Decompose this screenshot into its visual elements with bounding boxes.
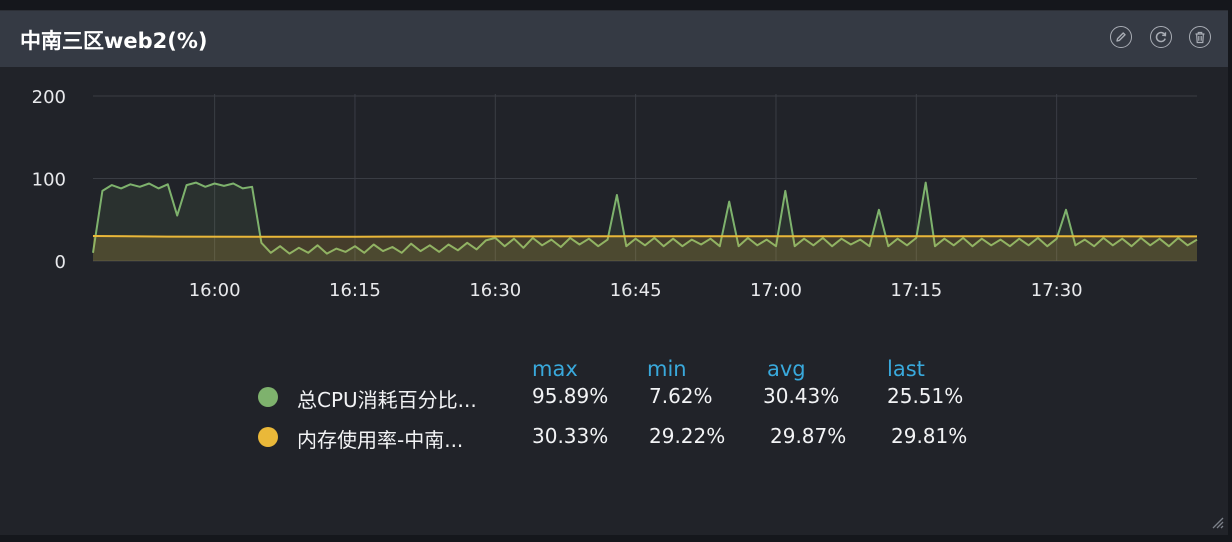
legend-row-cpu[interactable]: 总CPU消耗百分比... 95.89% 7.62% 30.43% 25.51%: [0, 380, 1228, 414]
series-area: [93, 236, 1197, 261]
trash-icon: [1194, 31, 1206, 44]
series-line: [92, 235, 1198, 238]
series-line: [92, 181, 1198, 255]
y-tick-label: 100: [32, 170, 66, 191]
x-tick-label: 17:00: [750, 280, 802, 301]
edit-button[interactable]: [1110, 26, 1132, 48]
x-tick-label: 17:15: [890, 280, 942, 301]
legend-value-last: 25.51%: [887, 384, 964, 408]
resize-handle[interactable]: [1208, 513, 1224, 529]
series-color-dot[interactable]: [258, 427, 278, 447]
legend-value-max: 30.33%: [532, 424, 609, 448]
legend-value-min: 29.22%: [649, 424, 726, 448]
legend-value-last: 29.81%: [891, 424, 968, 448]
graph-panel: 中南三区web2(%) 0 100 200 16:00 16:15 16:30 16:45 1…: [0, 10, 1228, 535]
y-tick-label: 0: [55, 252, 66, 273]
legend-value-max: 95.89%: [532, 384, 609, 408]
refresh-button[interactable]: [1150, 26, 1172, 48]
pencil-icon: [1115, 31, 1127, 43]
y-tick-label: 200: [32, 87, 66, 108]
legend-row-memory[interactable]: 内存使用率-中南... 30.33% 29.22% 29.87% 29.81%: [0, 420, 1228, 454]
x-tick-label: 16:45: [610, 280, 662, 301]
time-series-chart[interactable]: 0 100 200 16:00 16:15 16:30 16:45 17:00 17:15 17:…: [0, 77, 1228, 317]
x-tick-label: 17:30: [1031, 280, 1083, 301]
legend-header-last[interactable]: last: [887, 357, 925, 381]
legend-value-min: 7.62%: [649, 384, 713, 408]
legend-series-name: 内存使用率-中南...: [297, 428, 464, 452]
legend-series-name: 总CPU消耗百分比...: [297, 388, 477, 412]
series-color-dot[interactable]: [258, 387, 278, 407]
panel-title: 中南三区web2(%): [20, 29, 208, 53]
x-tick-label: 16:30: [469, 280, 521, 301]
legend-value-avg: 29.87%: [770, 424, 847, 448]
delete-button[interactable]: [1189, 26, 1211, 48]
x-tick-label: 16:15: [329, 280, 381, 301]
refresh-icon: [1154, 30, 1168, 44]
series-area: [93, 182, 1197, 261]
legend-value-avg: 30.43%: [763, 384, 840, 408]
legend-header-min[interactable]: min: [647, 357, 687, 381]
panel-header: 中南三区web2(%): [0, 11, 1228, 67]
legend-header-max[interactable]: max: [532, 357, 578, 381]
x-tick-label: 16:00: [189, 280, 241, 301]
legend-header-avg[interactable]: avg: [767, 357, 806, 381]
